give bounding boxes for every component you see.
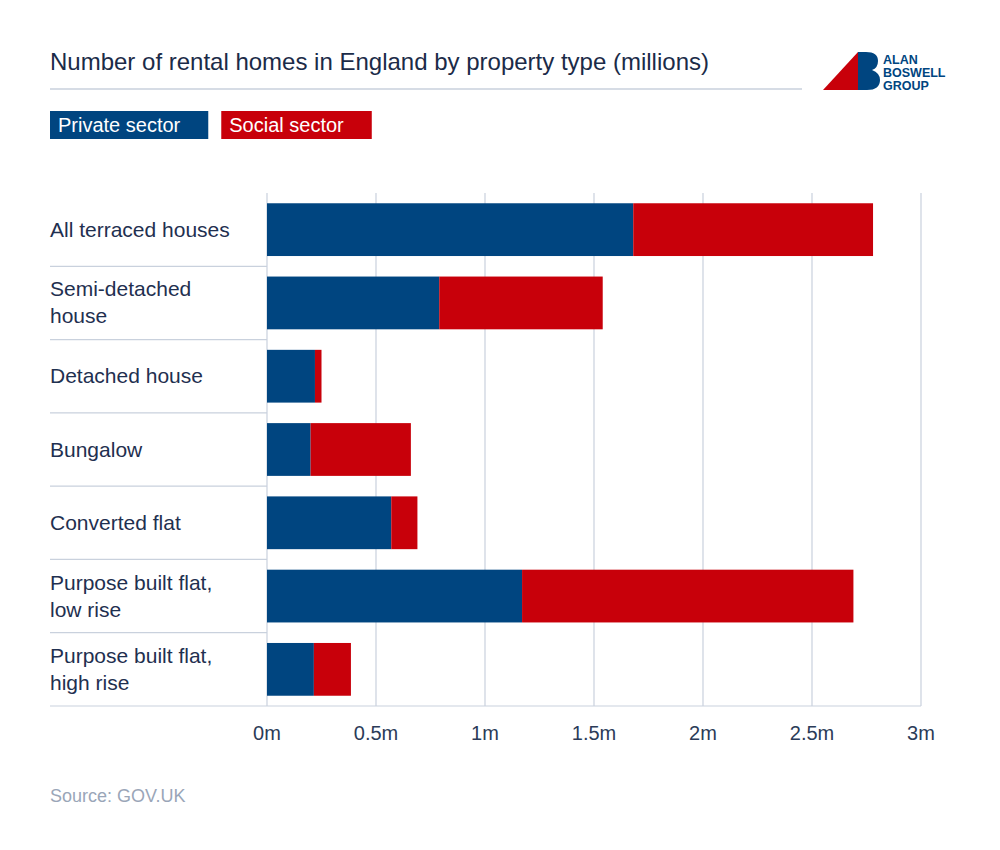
bar-segment (267, 350, 315, 403)
category-line: Detached house (50, 364, 203, 387)
bar-segment (267, 496, 391, 549)
category-label: Detached house (50, 364, 203, 387)
legend-item: Private sector (50, 111, 208, 139)
bar-segment (315, 350, 322, 403)
logo-text: ALAN (883, 53, 918, 67)
grid-line (811, 193, 812, 706)
row-separator (50, 486, 267, 487)
row-separator (50, 339, 267, 340)
bar-segment (633, 203, 873, 256)
bars (267, 203, 873, 695)
row-separator (50, 632, 267, 633)
category-line: Bungalow (50, 438, 143, 461)
bar-segment (311, 423, 411, 476)
category-line: Semi-detached (50, 277, 197, 300)
chart: Number of rental homes in England by pro… (0, 0, 1000, 850)
grid-line (484, 193, 485, 706)
grid-line (702, 193, 703, 706)
legend-item: Social sector (221, 111, 372, 139)
tick-label: 1m (471, 722, 499, 744)
legend-label: Social sector (229, 114, 344, 136)
category-line: Purpose built flat, (50, 644, 218, 667)
grid-line (920, 193, 921, 706)
bar-segment (267, 643, 314, 696)
tick-label: 1.5m (572, 722, 616, 744)
category-line: high rise (50, 671, 129, 694)
title-rule (50, 88, 802, 90)
bar-segment (267, 423, 311, 476)
bar-segment (522, 570, 853, 623)
grid-line (593, 193, 594, 706)
category-line: All terraced houses (50, 218, 230, 241)
source: Source: GOV.UK (50, 786, 185, 806)
row-separator (50, 559, 267, 560)
logo-text: GROUP (883, 79, 929, 93)
logo-text: BOSWELL (883, 66, 946, 80)
logo-triangle (823, 52, 858, 90)
title: Number of rental homes in England by pro… (50, 48, 709, 75)
bar-segment (314, 643, 351, 696)
legend-swatch (50, 111, 208, 139)
logo-b (858, 52, 880, 90)
bar-segment (267, 277, 439, 330)
tick-label: 2.5m (790, 722, 834, 744)
category-label: Purpose built flat, high rise (50, 644, 218, 694)
row-separator (50, 412, 267, 413)
category-line: house (50, 304, 107, 327)
category-label: Bungalow (50, 438, 143, 461)
category-label: Converted flat (50, 511, 181, 534)
bar-segment (439, 277, 602, 330)
category-label: All terraced houses (50, 218, 230, 241)
bar-segment (267, 203, 633, 256)
legend-label: Private sector (58, 114, 181, 136)
tick-label: 0.5m (354, 722, 398, 744)
legend-swatch (221, 111, 372, 139)
category-label: Semi-detached house (50, 277, 197, 327)
axis-line (50, 705, 921, 706)
row-separator (50, 266, 267, 267)
category-line: Purpose built flat, (50, 571, 218, 594)
bar-segment (391, 496, 417, 549)
tick-label: 0m (253, 722, 281, 744)
category-label: Purpose built flat, low rise (50, 571, 218, 621)
tick-label: 3m (907, 722, 935, 744)
category-line: Converted flat (50, 511, 181, 534)
category-line: low rise (50, 598, 121, 621)
tick-label: 2m (689, 722, 717, 744)
bar-segment (267, 570, 522, 623)
